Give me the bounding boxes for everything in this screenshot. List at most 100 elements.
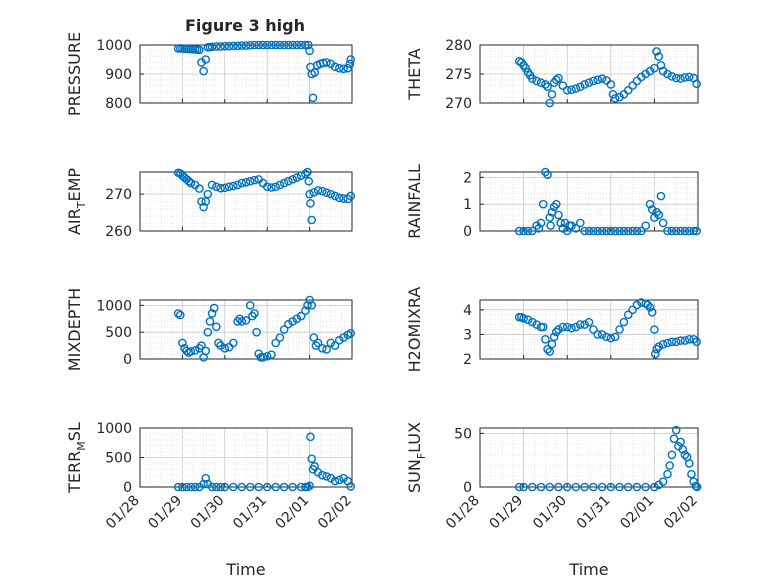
data-point (665, 461, 674, 470)
data-point (571, 84, 581, 93)
y-tick-label: 1000 (96, 38, 132, 54)
chart-panel-1: 800 900 1000 PRESSURE (65, 32, 356, 116)
data-point (623, 226, 633, 236)
data-point (288, 482, 297, 492)
data-point (628, 81, 637, 90)
data-point (554, 325, 563, 334)
data-point (220, 41, 230, 51)
data-point (201, 197, 211, 206)
data-point (220, 482, 230, 492)
data-point (645, 303, 655, 312)
data-point (216, 42, 225, 51)
data-point (615, 226, 624, 236)
data-point (288, 175, 297, 184)
data-point (173, 309, 183, 318)
data-point (589, 226, 598, 236)
data-point (271, 40, 280, 50)
y-tick-label: 50 (454, 426, 472, 442)
data-point (284, 319, 293, 329)
data-point (554, 482, 563, 492)
data-point (334, 193, 344, 203)
axes-frame (479, 427, 699, 488)
data-point (562, 322, 572, 332)
data-point (241, 316, 251, 325)
data-point (541, 335, 550, 344)
y-tick-label: 1000 (96, 421, 132, 437)
data-point (275, 180, 285, 190)
data-point (245, 176, 255, 186)
data-point (197, 341, 206, 350)
data-point (195, 45, 204, 55)
series-markers (514, 167, 701, 236)
data-point (514, 482, 524, 492)
data-point (279, 178, 289, 188)
data-point (545, 98, 555, 108)
data-point (322, 58, 331, 67)
data-point (201, 346, 211, 356)
data-point (641, 482, 650, 492)
x-tick-label: 01/30 (188, 493, 228, 533)
data-point (203, 189, 213, 199)
data-point (330, 62, 340, 72)
data-point (296, 171, 306, 180)
y-tick-label: 260 (105, 224, 132, 240)
y-axis-label: RAINFALL (405, 164, 424, 239)
data-point (597, 330, 607, 339)
data-point (339, 194, 348, 203)
data-point (562, 226, 572, 236)
data-point (313, 338, 323, 348)
data-point (241, 41, 251, 50)
data-point (671, 73, 681, 83)
data-point (692, 337, 701, 347)
data-point (521, 63, 531, 73)
data-point (199, 66, 208, 76)
x-tick-label: 01/30 (530, 493, 570, 533)
data-point (606, 226, 616, 236)
chart-panel-2: 270 275 280 THETA (405, 38, 701, 112)
data-point (663, 469, 672, 479)
data-point (538, 199, 548, 209)
data-point (545, 482, 555, 492)
data-point (292, 40, 302, 50)
data-point (647, 205, 657, 214)
data-point (245, 40, 255, 50)
data-point (589, 76, 598, 86)
data-point (178, 482, 187, 492)
data-point (190, 346, 200, 355)
data-point (339, 64, 348, 74)
data-point (267, 350, 276, 360)
data-point (303, 167, 312, 177)
data-point (654, 342, 664, 352)
data-point (691, 481, 701, 491)
data-point (523, 315, 533, 324)
data-point (567, 221, 576, 230)
data-point (658, 339, 668, 349)
data-point (334, 335, 344, 345)
data-point (523, 226, 533, 236)
y-tick-label: 275 (445, 67, 472, 83)
data-point (305, 46, 314, 56)
y-axis-label: PRESSURE (65, 32, 84, 116)
data-point (279, 40, 289, 50)
y-tick-label: 280 (445, 38, 472, 54)
data-point (334, 63, 344, 73)
data-point (632, 226, 642, 236)
data-point (692, 482, 702, 492)
data-point (547, 339, 557, 349)
data-point (692, 79, 701, 89)
data-point (279, 325, 289, 334)
data-point (209, 303, 219, 313)
data-point (658, 218, 668, 228)
data-point (562, 482, 572, 492)
data-point (536, 482, 546, 492)
data-point (680, 226, 690, 236)
data-point (623, 85, 633, 95)
data-point (307, 454, 317, 463)
data-point (326, 189, 336, 199)
data-point (528, 317, 537, 327)
y-tick-label: 270 (105, 187, 132, 203)
data-point (658, 477, 668, 486)
data-point (580, 482, 589, 492)
y-axis-label: TERRMSL (65, 422, 88, 494)
